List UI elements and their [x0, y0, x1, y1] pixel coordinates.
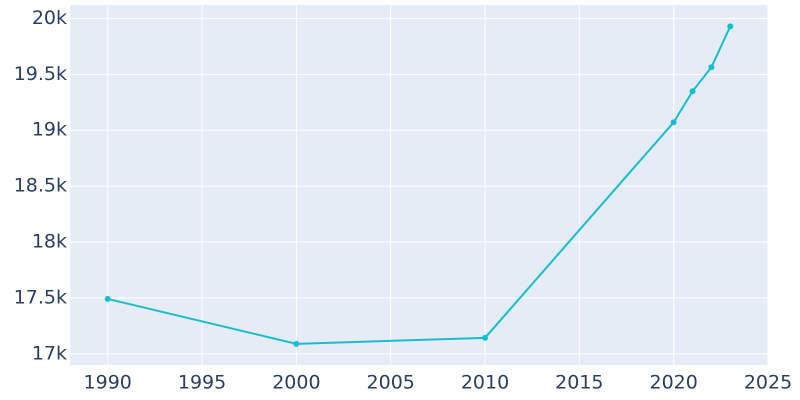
x-tick-label: 2025	[744, 372, 792, 394]
y-tick-label: 19k	[32, 119, 67, 141]
marker	[727, 23, 734, 30]
y-tick-label: 19.5k	[14, 63, 67, 85]
x-tick-label: 2020	[649, 372, 697, 394]
marker	[670, 119, 677, 126]
x-tick-label: 2000	[272, 372, 320, 394]
x-tick-label: 2005	[367, 372, 415, 394]
y-tick-label: 20k	[32, 7, 67, 29]
x-tick-label: 2015	[555, 372, 603, 394]
y-tick-label: 18k	[32, 231, 67, 253]
marker	[293, 340, 300, 347]
y-tick-label: 17.5k	[14, 286, 67, 308]
x-tick-label: 1990	[84, 372, 132, 394]
plot-area	[70, 5, 768, 365]
marker	[689, 88, 696, 95]
marker	[482, 334, 489, 341]
x-tick-label: 1995	[178, 372, 226, 394]
marker	[708, 64, 715, 71]
y-tick-label: 17k	[32, 342, 67, 364]
marker	[104, 295, 111, 302]
y-tick-label: 18.5k	[14, 175, 67, 197]
x-tick-label: 2010	[461, 372, 509, 394]
